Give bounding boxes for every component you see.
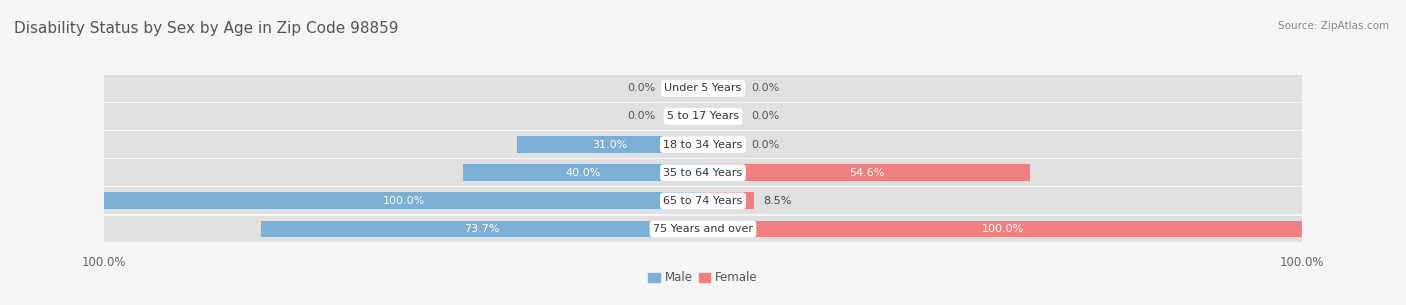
Text: 0.0%: 0.0%: [751, 111, 779, 121]
Bar: [262, 221, 703, 237]
Text: 31.0%: 31.0%: [592, 139, 627, 149]
Bar: [517, 136, 703, 153]
Text: 0.0%: 0.0%: [627, 111, 655, 121]
Bar: [703, 221, 1302, 237]
Legend: Male, Female: Male, Female: [648, 271, 758, 285]
Text: 18 to 34 Years: 18 to 34 Years: [664, 139, 742, 149]
Text: 100.0%: 100.0%: [382, 196, 425, 206]
Bar: [104, 103, 1302, 130]
Bar: [703, 192, 754, 209]
Bar: [464, 164, 703, 181]
Text: Under 5 Years: Under 5 Years: [665, 83, 741, 93]
Text: 0.0%: 0.0%: [751, 139, 779, 149]
Text: 40.0%: 40.0%: [565, 168, 600, 178]
Text: 5 to 17 Years: 5 to 17 Years: [666, 111, 740, 121]
Bar: [104, 159, 1302, 186]
Text: 65 to 74 Years: 65 to 74 Years: [664, 196, 742, 206]
Text: 0.0%: 0.0%: [751, 83, 779, 93]
Text: 8.5%: 8.5%: [763, 196, 792, 206]
Bar: [703, 164, 1031, 181]
Text: 0.0%: 0.0%: [627, 83, 655, 93]
Bar: [104, 192, 703, 209]
Text: 73.7%: 73.7%: [464, 224, 501, 234]
Text: 100.0%: 100.0%: [981, 224, 1024, 234]
Bar: [104, 216, 1302, 242]
Text: Disability Status by Sex by Age in Zip Code 98859: Disability Status by Sex by Age in Zip C…: [14, 21, 398, 36]
Bar: [104, 131, 1302, 158]
Bar: [104, 75, 1302, 102]
Bar: [104, 188, 1302, 214]
Text: 54.6%: 54.6%: [849, 168, 884, 178]
Text: 75 Years and over: 75 Years and over: [652, 224, 754, 234]
Text: 35 to 64 Years: 35 to 64 Years: [664, 168, 742, 178]
Text: Source: ZipAtlas.com: Source: ZipAtlas.com: [1278, 21, 1389, 31]
